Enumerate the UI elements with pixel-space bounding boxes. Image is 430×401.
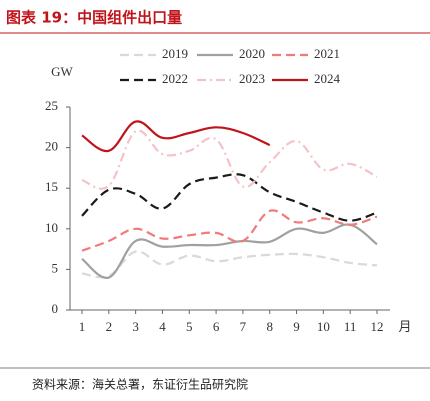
y-tick-label: 25: [45, 98, 58, 113]
series-line: [81, 173, 378, 222]
y-tick-label: 10: [45, 220, 58, 235]
series-line: [81, 209, 378, 252]
legend-label: 2024: [314, 71, 341, 86]
y-tick-label: 0: [52, 301, 59, 316]
x-tick-label: 3: [132, 319, 139, 334]
x-tick-label: 4: [159, 319, 166, 334]
y-unit: GW: [51, 64, 73, 79]
series-line: [81, 250, 378, 279]
source: 资料来源：海关总署，东证衍生品研究院: [32, 377, 248, 392]
legend-label: 2021: [314, 46, 340, 61]
x-tick-label: 5: [186, 319, 193, 334]
chart-title: 图表 19：中国组件出口量: [6, 9, 182, 27]
x-tick-label: 11: [344, 319, 357, 334]
y-tick-label: 20: [45, 139, 58, 154]
series-line: [81, 120, 271, 153]
x-tick-label: 6: [213, 319, 220, 334]
x-unit: 月: [398, 319, 411, 334]
series-line: [81, 129, 378, 190]
y-tick-label: 5: [52, 260, 59, 275]
legend-label: 2020: [239, 46, 265, 61]
x-tick-label: 9: [293, 319, 300, 334]
x-tick-label: 7: [240, 319, 247, 334]
y-tick-label: 15: [45, 179, 58, 194]
x-tick-label: 1: [79, 319, 86, 334]
x-tick-label: 10: [317, 319, 330, 334]
legend-label: 2023: [239, 71, 265, 86]
x-tick-label: 2: [106, 319, 113, 334]
legend-label: 2019: [162, 46, 188, 61]
x-tick-label: 12: [371, 319, 384, 334]
legend-label: 2022: [162, 71, 188, 86]
series-line: [81, 223, 378, 279]
x-tick-label: 8: [266, 319, 273, 334]
